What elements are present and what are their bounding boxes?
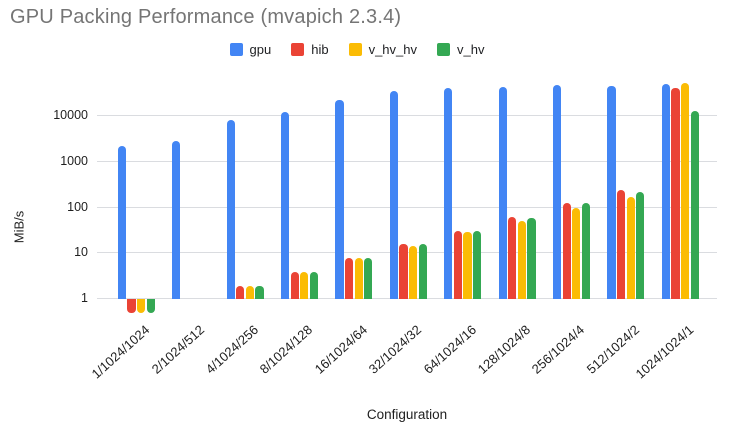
x-tick-label: 64/1024/16 bbox=[420, 322, 479, 377]
chart-title: GPU Packing Performance (mvapich 2.3.4) bbox=[10, 6, 402, 28]
bar-gpu-16/1024/64 bbox=[335, 100, 344, 299]
bar-v_hv_hv-32/1024/32 bbox=[409, 245, 418, 299]
bar-gpu-128/1024/8 bbox=[498, 86, 507, 299]
bar-v_hv-32/1024/32 bbox=[418, 243, 427, 299]
legend-swatch-icon bbox=[291, 43, 305, 56]
y-tick-label: 10 bbox=[74, 245, 88, 260]
bar-gpu-2/1024/512 bbox=[172, 141, 181, 299]
legend-swatch-icon bbox=[229, 43, 243, 56]
x-axis-title: Configuration bbox=[366, 407, 448, 422]
bar-v_hv-64/1024/16 bbox=[473, 230, 482, 299]
legend-item-v_hv_hv: v_hv_hv bbox=[348, 42, 417, 57]
bar-v_hv-256/1024/4 bbox=[581, 202, 590, 299]
legend-label: hib bbox=[311, 42, 329, 57]
bar-v_hv_hv-128/1024/8 bbox=[517, 220, 526, 299]
legend-item-gpu: gpu bbox=[229, 42, 272, 57]
y-tick-label: 1000 bbox=[60, 153, 88, 168]
plot-area bbox=[97, 75, 717, 313]
x-tick-label: 16/1024/64 bbox=[311, 322, 370, 377]
bar-gpu-8/1024/128 bbox=[281, 111, 290, 299]
bar-gpu-4/1024/256 bbox=[226, 120, 235, 299]
bar-v_hv_hv-16/1024/64 bbox=[354, 257, 363, 299]
x-tick-label: 128/1024/8 bbox=[474, 322, 534, 377]
bar-v_hv-512/1024/2 bbox=[636, 191, 645, 299]
bar-v_hv_hv-1/1024/1024 bbox=[137, 299, 146, 313]
bar-hib-128/1024/8 bbox=[508, 217, 517, 299]
gridline bbox=[97, 115, 717, 116]
bar-v_hv-128/1024/8 bbox=[527, 217, 536, 299]
x-tick-label: 1024/1024/1 bbox=[632, 322, 697, 382]
bar-hib-8/1024/128 bbox=[290, 272, 299, 299]
x-tick-label: 2/1024/512 bbox=[148, 322, 207, 377]
x-tick-label: 8/1024/128 bbox=[257, 322, 316, 377]
legend-swatch-icon bbox=[348, 43, 362, 56]
bar-v_hv_hv-512/1024/2 bbox=[626, 196, 635, 299]
bar-v_hv_hv-256/1024/4 bbox=[572, 207, 581, 299]
legend-label: v_hv bbox=[457, 42, 485, 57]
bar-v_hv-4/1024/256 bbox=[255, 286, 264, 299]
bar-gpu-1/1024/1024 bbox=[117, 146, 126, 299]
x-tick-label: 4/1024/256 bbox=[202, 322, 262, 377]
bar-v_hv-1/1024/1024 bbox=[146, 299, 155, 313]
bar-hib-32/1024/32 bbox=[399, 243, 408, 299]
bar-gpu-256/1024/4 bbox=[553, 85, 562, 299]
x-tick-label: 32/1024/32 bbox=[365, 322, 425, 377]
legend-swatch-icon bbox=[437, 43, 450, 56]
bar-v_hv-8/1024/128 bbox=[309, 272, 318, 299]
gridline bbox=[97, 160, 717, 162]
bar-v_hv-16/1024/64 bbox=[364, 257, 373, 299]
bar-gpu-512/1024/2 bbox=[607, 86, 616, 299]
legend-item-v_hv: v_hv bbox=[437, 42, 484, 57]
bar-hib-64/1024/16 bbox=[453, 230, 462, 299]
bar-gpu-32/1024/32 bbox=[389, 91, 398, 299]
legend-label: v_hv_hv bbox=[368, 42, 417, 57]
bar-v_hv_hv-8/1024/128 bbox=[300, 272, 309, 299]
legend: gpu hib v_hv_hv v_hv bbox=[0, 42, 714, 57]
bar-v_hv_hv-4/1024/256 bbox=[245, 286, 254, 299]
bar-hib-4/1024/256 bbox=[236, 286, 245, 299]
y-tick-label: 100 bbox=[67, 199, 88, 214]
bar-hib-256/1024/4 bbox=[562, 203, 571, 299]
x-tick-label: 1/1024/1024 bbox=[88, 322, 153, 382]
x-tick-label: 256/1024/4 bbox=[529, 322, 588, 377]
bar-gpu-1024/1024/1 bbox=[661, 84, 670, 299]
gridline bbox=[97, 206, 717, 208]
bar-v_hv_hv-64/1024/16 bbox=[463, 232, 472, 299]
y-axis-title: MiB/s bbox=[11, 210, 27, 244]
bar-gpu-64/1024/16 bbox=[444, 88, 453, 299]
bar-hib-512/1024/2 bbox=[617, 190, 626, 299]
bar-hib-16/1024/64 bbox=[345, 257, 354, 299]
bar-hib-1/1024/1024 bbox=[127, 299, 136, 313]
y-tick-label: 10000 bbox=[53, 108, 88, 122]
bar-v_hv_hv-1024/1024/1 bbox=[681, 82, 690, 299]
y-tick-label: 1 bbox=[81, 291, 88, 305]
bar-hib-1024/1024/1 bbox=[671, 87, 680, 299]
legend-label: gpu bbox=[249, 42, 272, 57]
legend-item-hib: hib bbox=[291, 42, 329, 57]
bar-v_hv-1024/1024/1 bbox=[690, 110, 699, 299]
